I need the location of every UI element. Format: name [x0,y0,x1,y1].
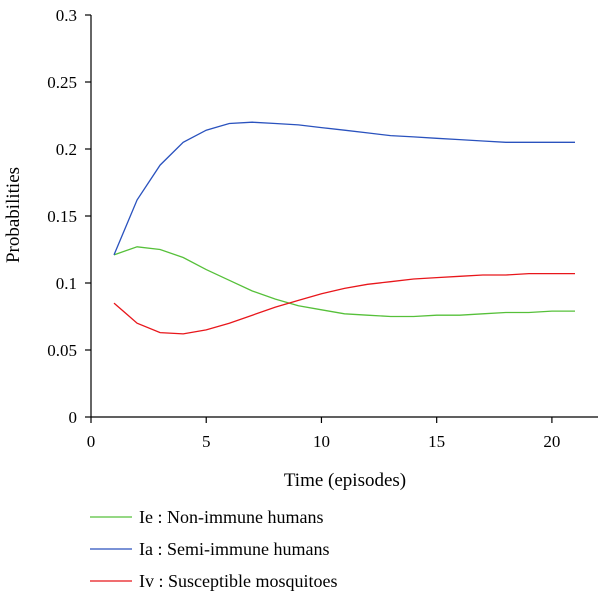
series-line-2 [113,121,575,256]
series-line-1 [113,246,575,318]
y-tick-label: 0.1 [56,274,77,293]
y-tick-label: 0.15 [47,207,77,226]
x-tick-label: 5 [202,432,211,451]
legend-label-1: Ie : Non-immune humans [139,507,323,527]
legend-label-2: Ia : Semi-immune humans [139,539,329,559]
x-tick-label: 15 [428,432,445,451]
y-tick-label: 0.25 [47,73,77,92]
x-axis-label: Time (episodes) [284,470,406,491]
x-tick-label: 20 [543,432,560,451]
y-tick-label: 0 [69,408,78,427]
x-tick-label: 10 [313,432,330,451]
x-tick-label: 0 [87,432,96,451]
ticks: 0 5 10 15 20 0 0.05 0.1 0.15 0.2 0.25 0.3 [47,6,560,451]
series-lines [113,121,575,335]
y-tick-label: 0.3 [56,6,77,25]
legend: Ie : Non-immune humans Ia : Semi-immune h… [90,507,337,591]
series-line-3 [113,272,575,335]
axes [90,15,598,418]
y-axis-label: Probabilities [3,167,24,263]
y-tick-label: 0.2 [56,140,77,159]
y-tick-label: 0.05 [47,341,77,360]
legend-label-3: Iv : Susceptible mosquitoes [139,571,337,591]
